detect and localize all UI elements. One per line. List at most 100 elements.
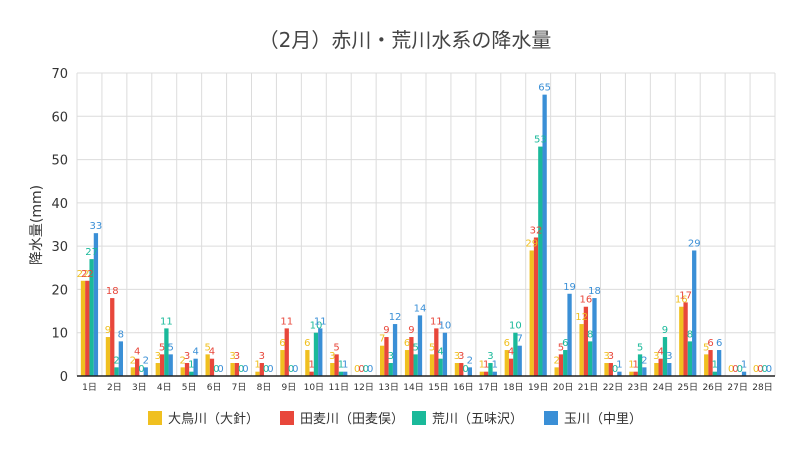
legend-label: 荒川（五味沢）: [432, 412, 523, 427]
gridlines: [76, 72, 776, 376]
data-label: 4: [209, 347, 215, 358]
data-label: 8: [587, 329, 593, 340]
data-label: 2: [641, 355, 647, 366]
bar: [708, 350, 713, 376]
data-label: 3: [608, 351, 614, 362]
x-tick-label: 16日: [453, 382, 473, 393]
bar: [504, 350, 509, 376]
data-label: 9: [383, 325, 389, 336]
data-label: 3: [603, 351, 609, 362]
data-label: 1: [342, 360, 348, 371]
bar: [558, 354, 564, 376]
data-label: 10: [310, 321, 323, 332]
data-label: 7: [517, 334, 523, 345]
data-label: 4: [437, 347, 443, 358]
data-label: 3: [234, 351, 240, 362]
data-label: 8: [687, 329, 693, 340]
data-label: 1: [628, 360, 634, 371]
data-label: 33: [90, 221, 103, 232]
data-label: 5: [168, 342, 174, 353]
bar: [434, 328, 439, 376]
x-tick-label: 2日: [107, 382, 122, 393]
bar: [488, 363, 493, 376]
bar: [193, 358, 198, 376]
bar: [479, 371, 485, 376]
data-label: 10: [509, 321, 522, 332]
data-label: 1: [338, 360, 344, 371]
legend-label: 玉川（中里）: [564, 412, 642, 427]
x-tick-label: 5日: [182, 382, 197, 393]
bar: [563, 350, 568, 376]
data-label: 0: [753, 364, 759, 375]
data-label: 5: [333, 342, 339, 353]
bar: [159, 354, 165, 376]
x-tick-label: 21日: [578, 382, 598, 393]
y-tick-label: 70: [51, 67, 68, 82]
data-label: 9: [662, 325, 668, 336]
data-label: 3: [259, 351, 265, 362]
data-label: 11: [280, 316, 293, 327]
data-label: 0: [367, 364, 373, 375]
bar: [588, 341, 593, 376]
bar: [492, 371, 497, 376]
legend-swatch: [412, 411, 426, 425]
bar: [692, 250, 697, 376]
data-label: 18: [588, 286, 601, 297]
x-tick-label: 8日: [257, 382, 272, 393]
data-label: 53: [534, 135, 547, 146]
y-tick-label: 30: [51, 240, 68, 255]
bar: [484, 371, 489, 376]
bar: [741, 371, 747, 376]
bar: [583, 306, 589, 376]
data-label: 22: [81, 269, 94, 280]
bar: [658, 358, 663, 376]
data-label: 6: [716, 338, 722, 349]
bar: [467, 367, 472, 376]
bar: [592, 298, 597, 376]
data-label: 19: [563, 282, 576, 293]
bar: [404, 350, 410, 376]
bar: [318, 328, 323, 376]
bar: [143, 367, 148, 376]
bar: [529, 250, 534, 376]
x-tick-label: 25日: [678, 382, 698, 393]
data-label: 29: [688, 238, 701, 249]
data-label: 1: [254, 360, 260, 371]
data-label: 1: [188, 360, 194, 371]
data-label: 0: [288, 364, 294, 375]
bar: [442, 332, 448, 376]
data-label: 6: [562, 338, 568, 349]
data-label: 2: [553, 355, 559, 366]
data-label: 1: [483, 360, 489, 371]
data-label: 11: [430, 316, 443, 327]
data-label: 1: [492, 360, 498, 371]
x-tick-label: 24日: [653, 382, 673, 393]
bar: [168, 354, 173, 376]
data-label: 9: [408, 325, 414, 336]
data-label: 3: [388, 351, 394, 362]
data-label: 0: [732, 364, 738, 375]
legend: 大鳥川（大針） 田麦川（田麦俣） 荒川（五味沢） 玉川（中里）: [148, 411, 642, 427]
x-tick-label: 28日: [752, 382, 772, 393]
bar: [604, 363, 609, 376]
bar: [513, 332, 518, 376]
bar: [130, 367, 136, 376]
bar: [683, 302, 688, 376]
data-label: 0: [737, 364, 743, 375]
data-label: 3: [454, 351, 460, 362]
data-label: 1: [633, 360, 639, 371]
bar: [517, 345, 522, 376]
data-label: 18: [106, 286, 119, 297]
data-label: 0: [292, 364, 298, 375]
data-label: 2: [113, 355, 119, 366]
data-label: 1: [479, 360, 485, 371]
bar: [110, 298, 115, 376]
data-label: 0: [263, 364, 269, 375]
data-label: 0: [757, 364, 763, 375]
data-label: 3: [458, 351, 464, 362]
data-label: 5: [204, 342, 210, 353]
bar: [93, 233, 99, 376]
bar: [313, 332, 319, 376]
bar: [205, 354, 210, 376]
